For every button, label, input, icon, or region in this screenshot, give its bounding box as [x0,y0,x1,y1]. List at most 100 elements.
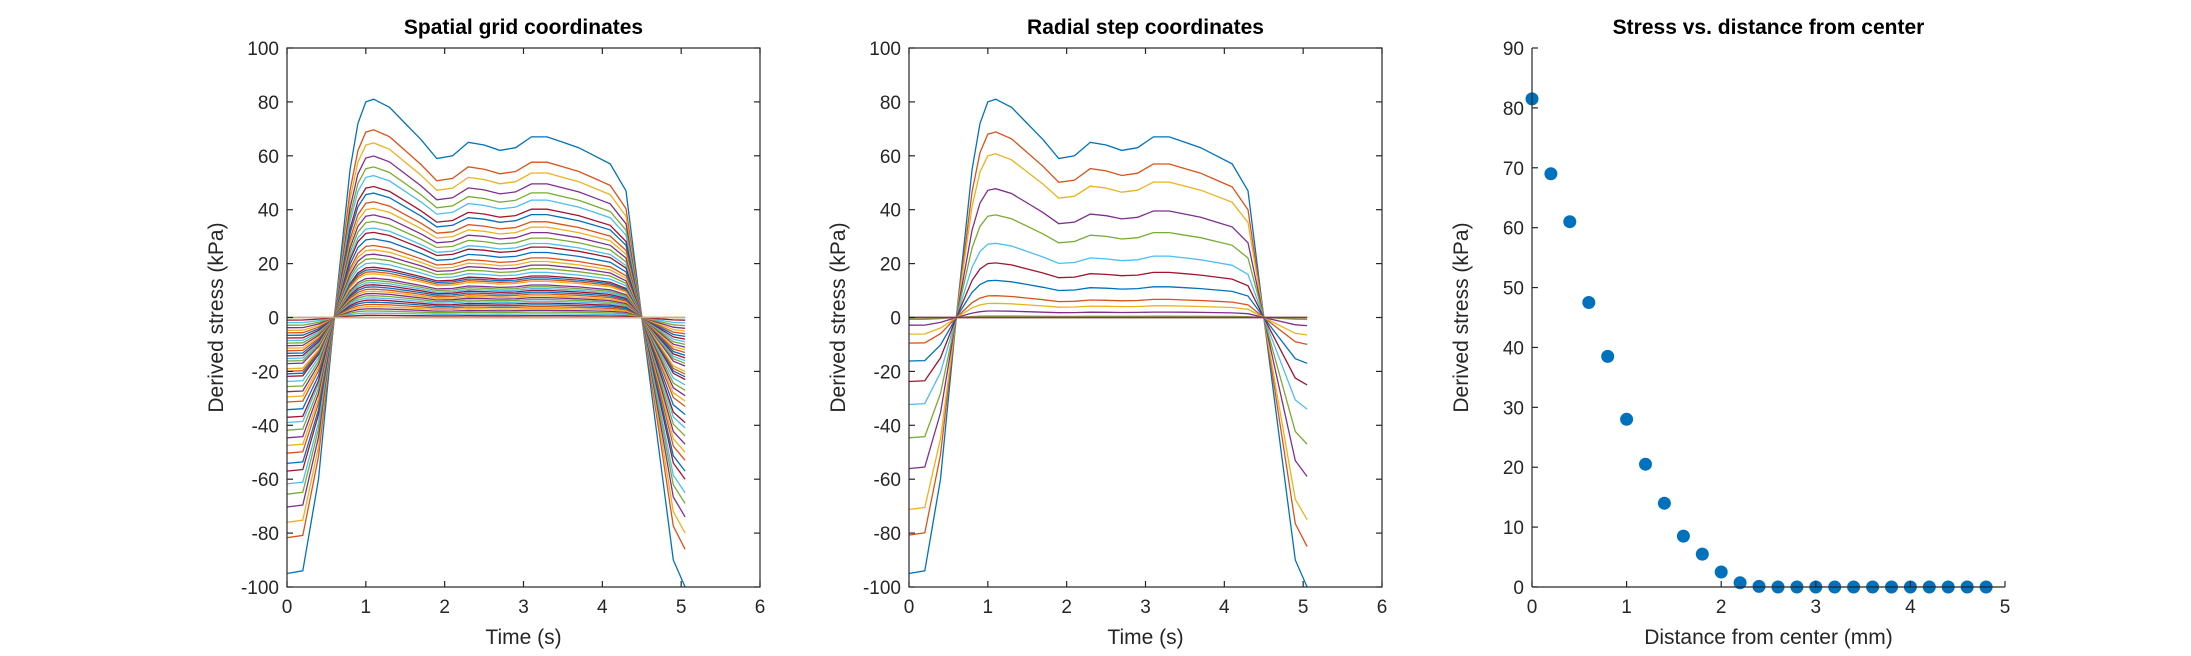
data-point [1620,412,1634,426]
chart-panel-radial-step: Radial step coordinates Time (s) Derived… [827,16,1387,649]
series-line [286,220,686,437]
series-line [908,242,1308,410]
x-tick-label: 1 [1621,597,1632,618]
x-tick-label: 3 [1140,597,1151,618]
series-line [286,281,686,362]
series-line [286,273,686,372]
series-line [286,166,686,504]
y-tick-label: -20 [252,362,279,383]
x-axis-label: Time (s) [485,626,561,649]
series-line [286,214,686,445]
series-line [286,207,686,453]
series-line [286,288,686,354]
data-point [1582,296,1596,309]
y-tick-label: 50 [1503,279,1524,300]
series-line [286,253,686,397]
series-line [908,302,1308,336]
y-tick-label: 20 [880,255,901,276]
y-tick-label: -60 [252,470,279,491]
y-tick-label: -100 [863,578,901,599]
data-point [1714,565,1728,579]
x-tick-label: 0 [1527,597,1538,618]
series-line [909,315,1308,321]
y-tick-label: 10 [1503,518,1524,539]
series-line [286,303,686,335]
series-line [286,249,686,402]
data-point [1601,349,1615,363]
y-tick-label: 60 [1503,219,1524,240]
y-tick-label: 80 [1503,99,1524,120]
y-tick-label: 40 [1503,338,1524,359]
series-line [286,284,686,359]
y-tick-label: 40 [258,201,279,222]
y-tick-label: 20 [258,255,279,276]
series-line [908,153,1308,520]
series-line [286,286,686,356]
data-point [1544,167,1558,181]
series-line [286,290,686,351]
series-line [287,312,686,324]
series-line [286,299,686,340]
y-tick-label: 70 [1503,159,1524,180]
y-tick-label: -40 [874,416,901,437]
x-tick-label: 4 [1905,597,1916,618]
series-line [286,155,686,518]
y-axis-label: Derived stress (kPa) [205,222,228,412]
x-axis-label: Distance from center (mm) [1644,626,1893,649]
y-tick-label: -80 [874,524,901,545]
x-tick-label: 2 [1061,597,1072,618]
chart-panel-stress-vs-distance: Stress vs. distance from center Distance… [1450,16,2010,649]
x-tick-label: 5 [676,597,687,618]
x-tick-label: 5 [2000,597,2011,618]
y-tick-label: 0 [268,309,279,330]
y-tick-label: 80 [258,93,279,114]
y-tick-label: 0 [1513,578,1524,599]
data-point [1639,457,1652,471]
x-tick-label: 3 [518,597,529,618]
x-tick-label: 4 [597,597,608,618]
data-point [1657,496,1671,510]
data-point [1733,576,1747,590]
series-line [286,257,686,391]
series-line [286,314,686,321]
series-line [908,131,1308,547]
y-tick-label: 30 [1503,398,1524,419]
x-tick-label: 0 [282,597,293,618]
y-tick-label: 60 [880,147,901,168]
series-line [286,142,686,534]
series-line [286,185,686,480]
y-tick-label: 100 [869,39,901,60]
series-line [286,266,686,381]
data-point [1676,529,1690,543]
chart-title: Radial step coordinates [1027,16,1264,39]
y-tick-label: -80 [252,524,279,545]
x-tick-label: 6 [1377,597,1388,618]
y-tick-label: -100 [241,578,279,599]
series-line [286,277,686,367]
y-axis-label: Derived stress (kPa) [1450,222,1473,412]
y-tick-label: -20 [874,362,901,383]
series-line [286,192,686,472]
series-line [286,271,686,375]
data-point [1563,215,1577,229]
x-axis-label: Time (s) [1107,626,1183,649]
plot-data [286,98,686,588]
chart-title: Spatial grid coordinates [404,16,643,39]
series-line [286,301,686,338]
series-line [908,188,1308,477]
series-line [286,129,686,550]
y-tick-label: 90 [1503,39,1524,60]
series-line [908,310,1308,327]
series-line [908,295,1308,346]
y-tick-label: -40 [252,416,279,437]
y-axis-label: Derived stress (kPa) [827,222,850,412]
series-line [286,231,686,424]
series-line [286,227,686,429]
series-line [286,310,686,327]
series-line [286,201,686,461]
plot-data [1525,92,1993,594]
series-line [908,262,1308,386]
x-tick-label: 1 [361,597,372,618]
series-line [286,268,686,378]
y-tick-label: -60 [874,470,901,491]
